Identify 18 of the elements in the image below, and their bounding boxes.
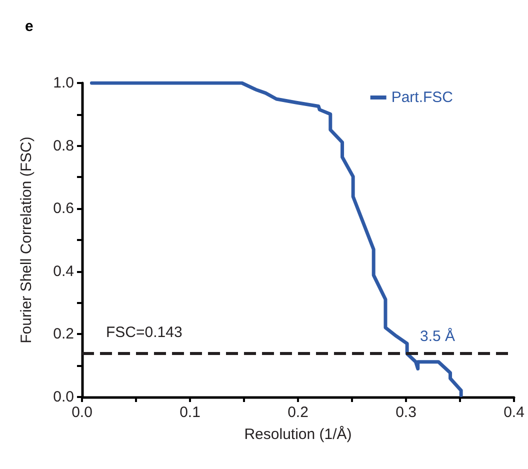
y-tick-label: 0.2 xyxy=(53,326,74,343)
annotation: 3.5 Å xyxy=(420,327,456,346)
y-tick-label: 0.4 xyxy=(53,262,74,280)
chart-title: e xyxy=(25,18,34,35)
x-tick-label: 0.2 xyxy=(288,404,308,421)
x-axis-title: Resolution (1/Å) xyxy=(244,425,352,443)
y-tick-label: 0.8 xyxy=(53,137,74,154)
x-tick-label: 0.0 xyxy=(72,404,92,421)
y-tick-label: 1.0 xyxy=(53,74,74,92)
ref-line-label: FSC=0.143 xyxy=(106,324,182,342)
y-axis-title: Fourier Shell Correlation (FSC) xyxy=(18,136,35,344)
x-tick-label: 0.1 xyxy=(180,404,200,421)
line-series xyxy=(90,81,463,398)
x-tick-label: 0.3 xyxy=(396,404,416,421)
y-tick-label: 0.0 xyxy=(53,388,74,406)
y-tick-label: 0.6 xyxy=(53,200,74,218)
x-tick-label: 0.4 xyxy=(504,404,524,421)
legend-label: Part.FSC xyxy=(391,89,454,106)
